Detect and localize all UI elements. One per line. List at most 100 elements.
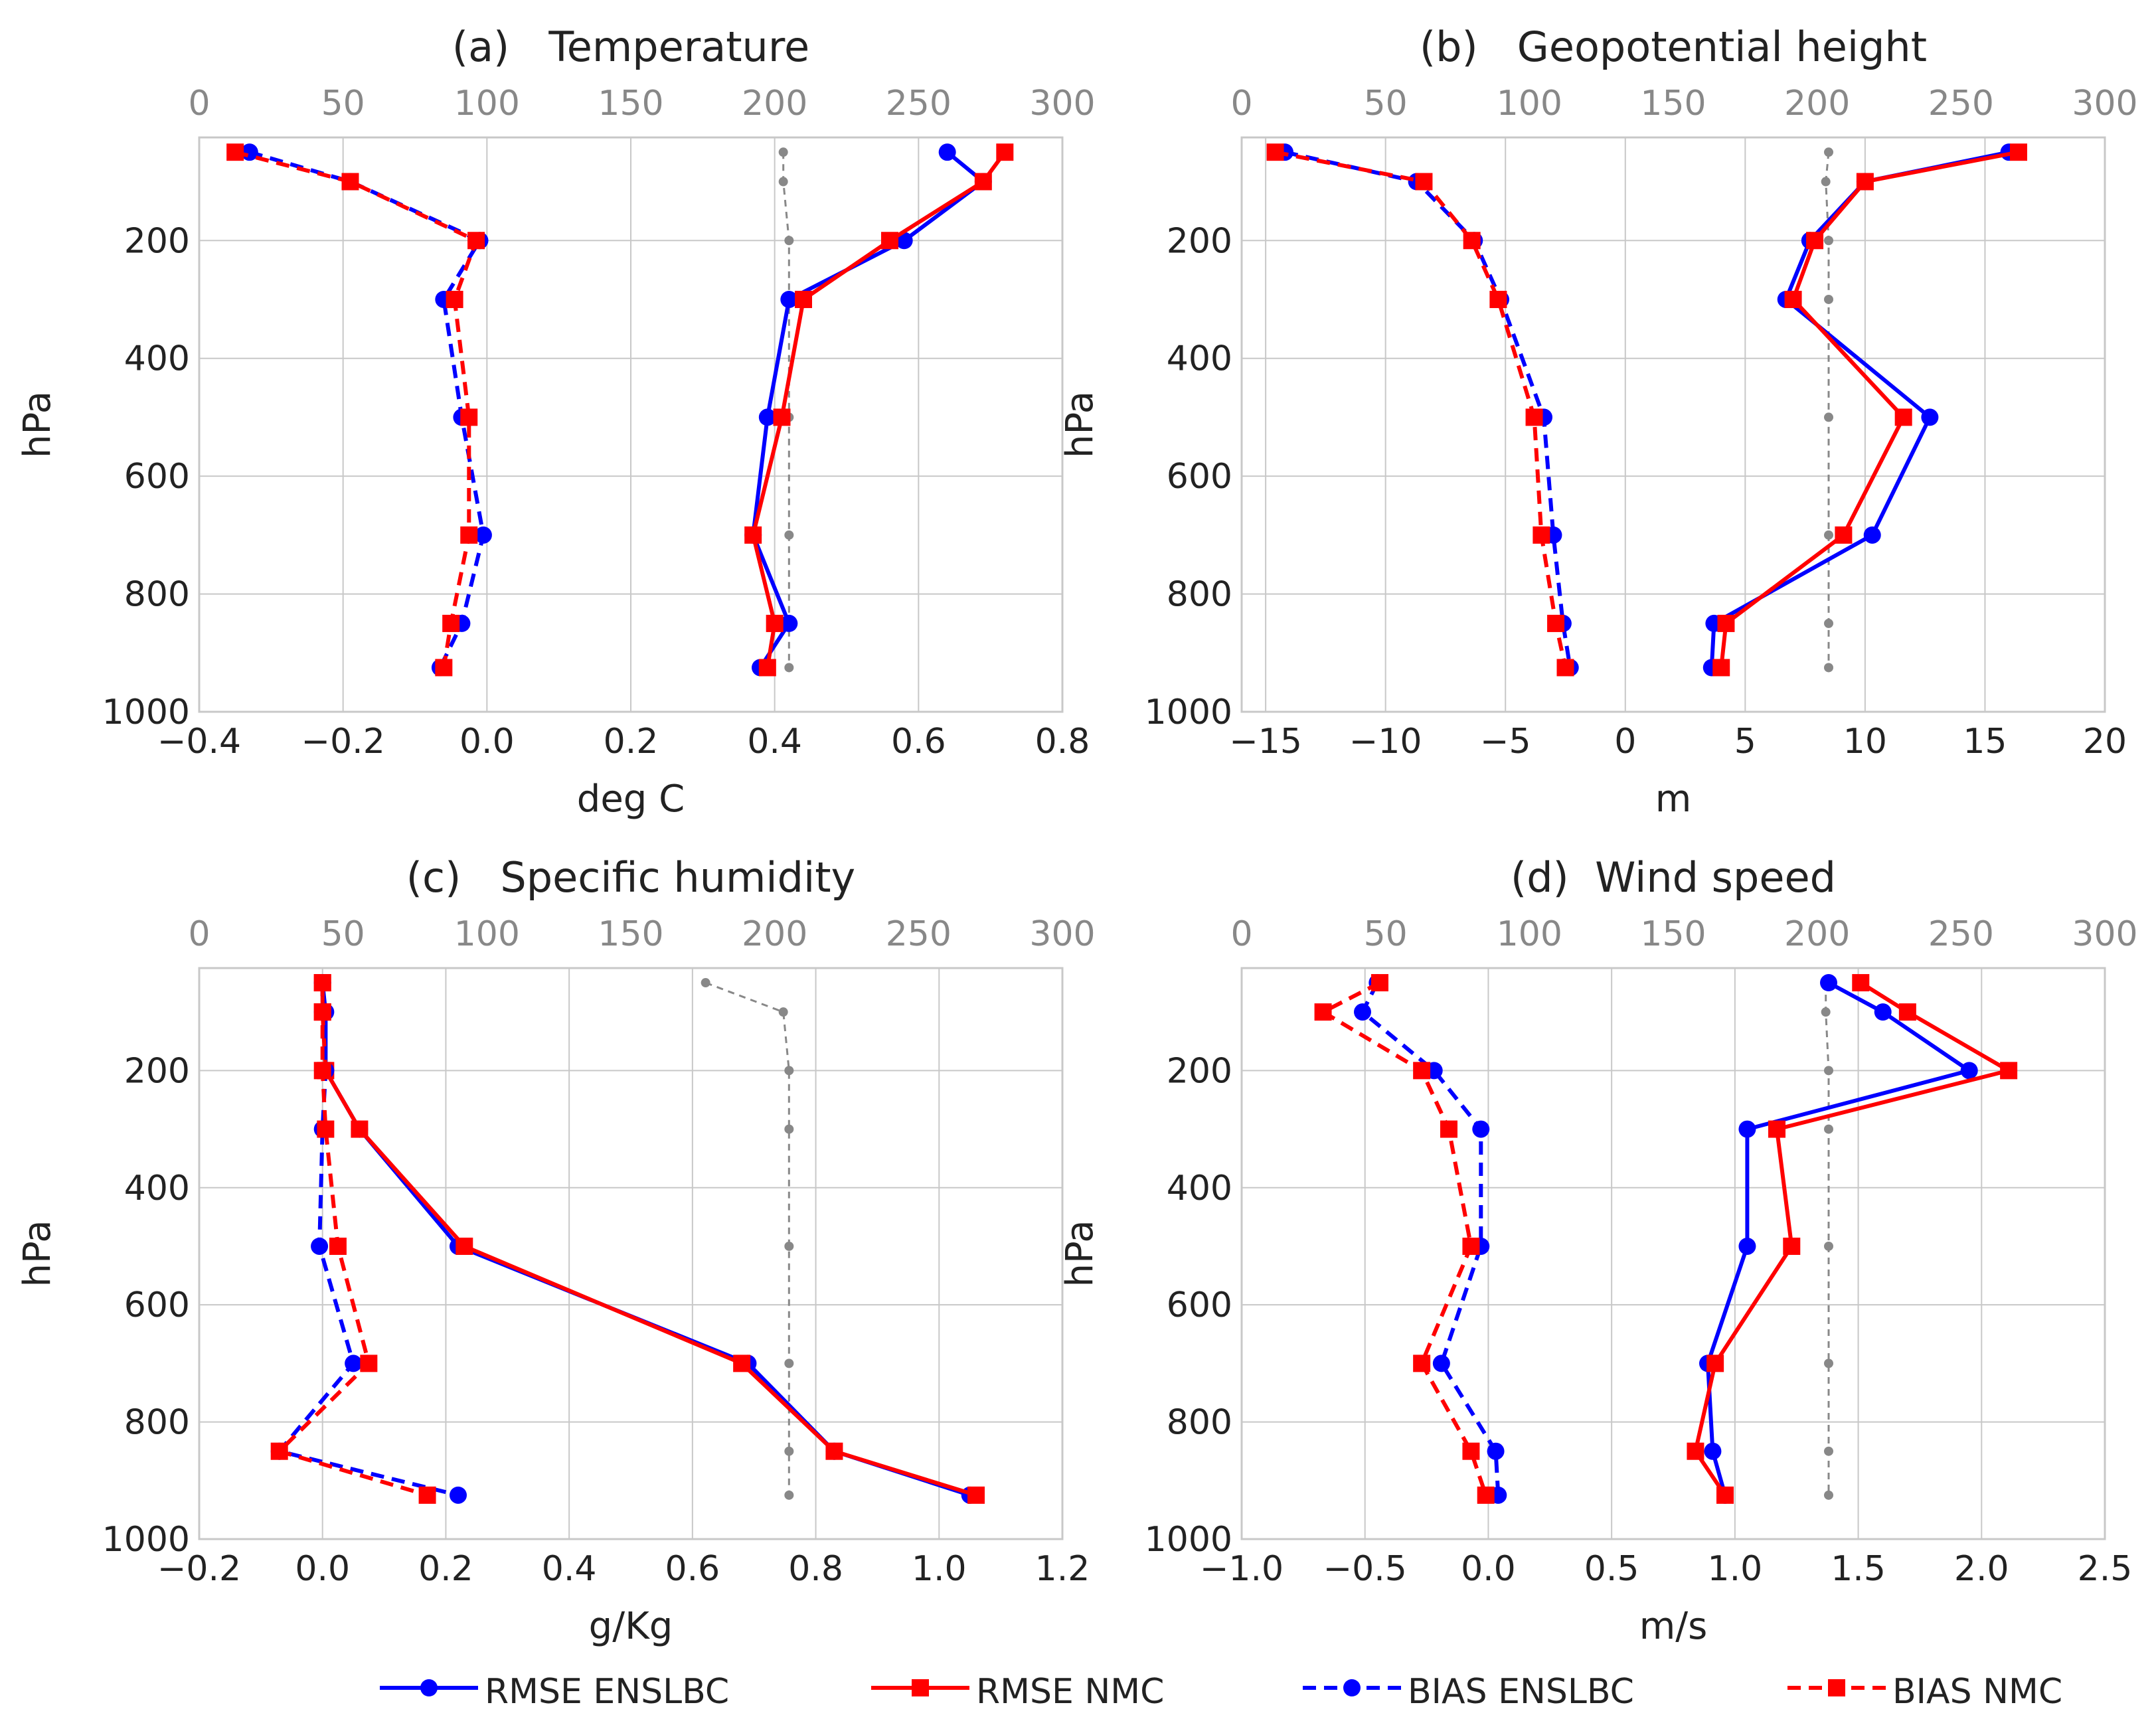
y-tick-label: 600	[124, 457, 190, 497]
data-point	[780, 614, 798, 632]
data-point	[1738, 1120, 1756, 1138]
panel-geopotential-height: −15 −10 −5 0 5 10 15 20 200 400 600 800 1000 0 50 100 15…	[1058, 23, 2138, 821]
data-point	[1477, 1486, 1495, 1504]
plot-frame	[1240, 136, 2106, 713]
x-tick-label: 0.6	[665, 1549, 720, 1589]
data-point	[1856, 173, 1874, 191]
top-x-tick-label: 200	[1784, 84, 1850, 123]
series-rmse-enslbc	[1702, 143, 2018, 677]
data-point	[474, 526, 492, 544]
data-point	[1960, 1062, 1978, 1080]
series-line	[234, 150, 479, 668]
series-bias-enslbc	[270, 974, 467, 1504]
data-point	[1863, 526, 1881, 544]
data-point	[778, 177, 788, 187]
legend-label: BIAS ENSLBC	[1408, 1672, 1634, 1712]
series-bias-enslbc	[1354, 974, 1507, 1504]
x-tick-label: 0.0	[295, 1549, 350, 1589]
y-axis-label: hPa	[16, 391, 59, 458]
data-point	[733, 1355, 751, 1372]
y-axis-label: hPa	[1058, 1220, 1102, 1287]
x-tick-label: 0.2	[418, 1549, 473, 1589]
data-point	[758, 659, 776, 677]
top-x-tick-label: 300	[1029, 84, 1095, 123]
data-point	[1687, 1442, 1704, 1460]
top-x-tick-label: 100	[454, 84, 520, 123]
data-point	[1824, 412, 1833, 422]
data-point	[313, 1003, 331, 1021]
series-rmse-nmc	[1712, 143, 2027, 677]
series-bias-nmc	[226, 143, 485, 677]
data-point	[1547, 614, 1565, 632]
top-x-tick-label: 50	[1364, 914, 1408, 954]
x-tick-label: 0	[1614, 722, 1636, 762]
data-point	[1525, 408, 1543, 426]
data-point	[2000, 1062, 2018, 1080]
y-tick-label: 600	[124, 1285, 190, 1325]
data-point	[784, 663, 794, 673]
data-point	[795, 290, 812, 308]
top-x-tick-label: 150	[1640, 914, 1706, 954]
x-tick-label: 0.5	[1584, 1549, 1639, 1589]
data-point	[1717, 614, 1735, 632]
series-line	[1709, 150, 2010, 668]
data-point	[1266, 143, 1284, 161]
data-point	[446, 290, 463, 308]
top-x-tick-label: 0	[1230, 84, 1252, 123]
series-line	[277, 983, 459, 1497]
series-line	[248, 150, 485, 669]
x-tick-label: 0.4	[542, 1549, 597, 1589]
legend-label: RMSE NMC	[976, 1672, 1165, 1712]
series-line	[1825, 983, 1830, 1495]
y-tick-label: 800	[124, 575, 190, 615]
data-point	[1556, 659, 1574, 677]
series-rmse-nmc	[744, 143, 1014, 677]
y-tick-label: 400	[124, 1169, 190, 1208]
y-tick-label: 800	[124, 1403, 190, 1443]
series-line	[1361, 981, 1501, 1495]
series-line	[782, 152, 790, 668]
panel-wind-speed: −1.0 −0.5 0.0 0.5 1.0 1.5 2.0 2.5 200 400 600 800 10…	[1058, 853, 2138, 1648]
x-tick-label: 10	[1843, 722, 1887, 762]
series-rmse-enslbc	[313, 974, 979, 1504]
data-point	[1415, 173, 1433, 191]
panel-specific-humidity: −0.2 0.0 0.2 0.4 0.6 0.8 1.0 1.2 200 400 600 800 100…	[16, 853, 1096, 1648]
chart-title: (b) Geopotential height	[1420, 23, 1927, 71]
series-line	[277, 983, 428, 1497]
y-tick-label: 400	[1167, 339, 1232, 379]
top-x-tick-label: 300	[2072, 914, 2137, 954]
series-count	[701, 978, 794, 1500]
data-point	[881, 232, 898, 250]
series-line	[1321, 981, 1488, 1496]
plot-frame	[1240, 967, 2106, 1540]
series-line	[705, 981, 790, 1495]
plot-frame	[198, 967, 1064, 1540]
x-axis-label: deg C	[577, 778, 685, 821]
series-line	[1693, 981, 2011, 1497]
data-point	[1462, 1237, 1480, 1255]
top-x-tick-label: 200	[742, 84, 807, 123]
data-point	[784, 1490, 794, 1500]
data-point	[974, 173, 992, 191]
data-point	[1432, 1355, 1450, 1372]
top-x-tick-label: 50	[321, 84, 365, 123]
series-line	[1275, 150, 1568, 669]
x-tick-label: 2.0	[1954, 1549, 2009, 1589]
y-axis-label: hPa	[16, 1220, 59, 1287]
x-tick-label: −0.5	[1323, 1549, 1407, 1589]
top-x-tick-label: 50	[321, 914, 365, 954]
top-x-tick-label: 100	[1497, 84, 1562, 123]
data-point	[1852, 974, 1870, 992]
data-point	[1371, 974, 1388, 992]
x-tick-label: 0.0	[1461, 1549, 1516, 1589]
top-x-tick-label: 0	[1230, 914, 1252, 954]
data-point	[1706, 1355, 1724, 1372]
data-point	[311, 1237, 329, 1255]
y-tick-label: 600	[1167, 1285, 1232, 1325]
chart-title: (a) Temperature	[452, 23, 809, 71]
x-tick-label: 0.6	[891, 722, 946, 762]
y-tick-label: 200	[124, 221, 190, 261]
data-point	[784, 530, 794, 540]
top-x-tick-label: 100	[1497, 914, 1562, 954]
